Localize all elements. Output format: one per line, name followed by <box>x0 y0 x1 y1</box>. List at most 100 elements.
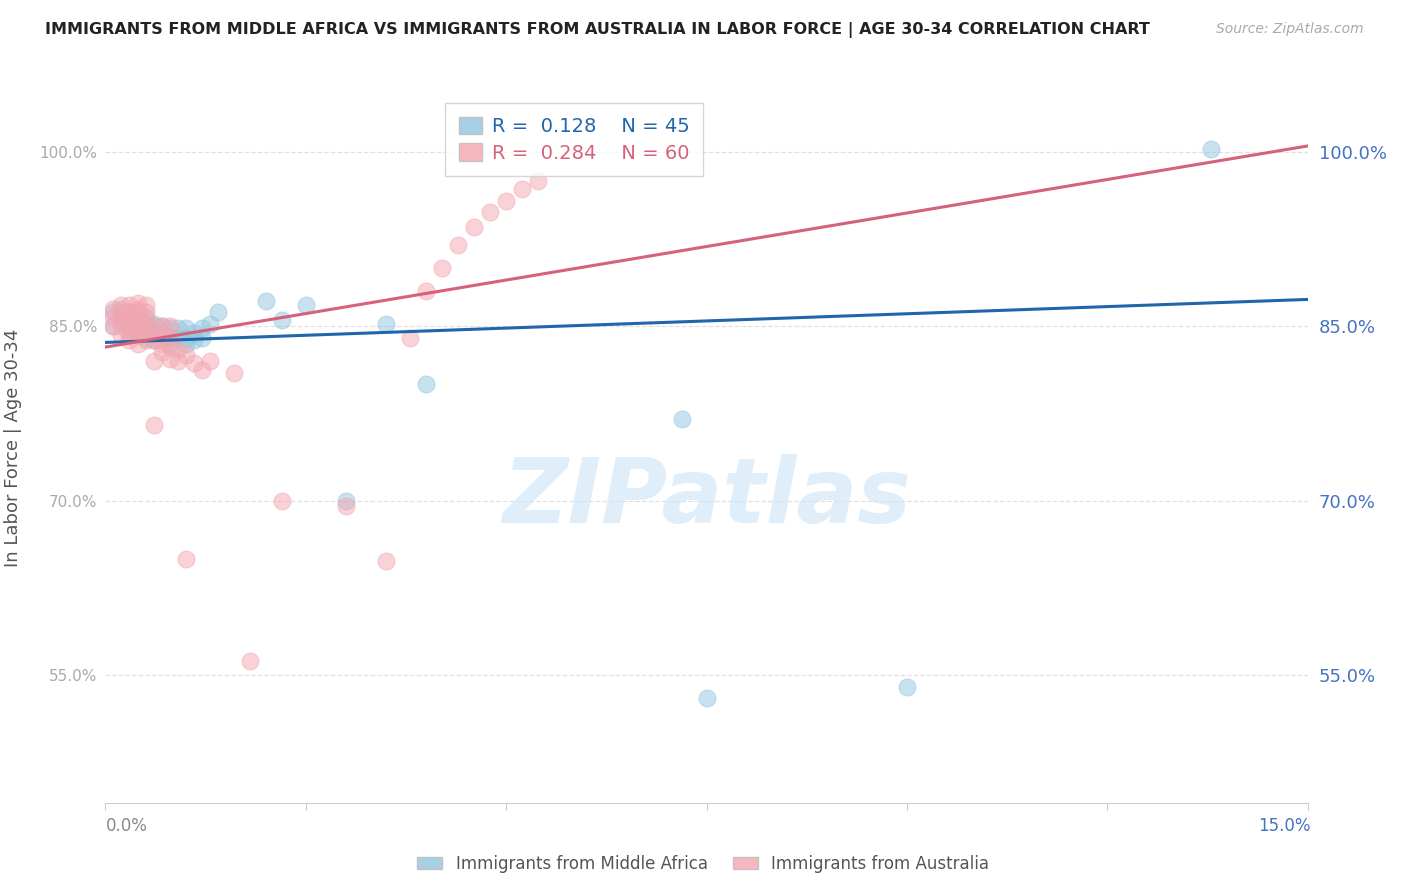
Point <box>430 260 453 275</box>
Point <box>135 298 157 312</box>
Point <box>110 328 132 343</box>
Point <box>150 326 173 340</box>
Point <box>135 305 157 319</box>
Point <box>415 285 437 299</box>
Point <box>127 301 149 316</box>
Point <box>270 493 292 508</box>
Point <box>103 305 125 319</box>
Point <box>135 324 157 338</box>
Point <box>374 554 398 568</box>
Point <box>127 305 149 319</box>
Legend: R =  0.128    N = 45, R =  0.284    N = 60: R = 0.128 N = 45, R = 0.284 N = 60 <box>446 103 703 176</box>
Point <box>103 319 125 334</box>
Point <box>135 326 157 340</box>
Text: IMMIGRANTS FROM MIDDLE AFRICA VS IMMIGRANTS FROM AUSTRALIA IN LABOR FORCE | AGE : IMMIGRANTS FROM MIDDLE AFRICA VS IMMIGRA… <box>45 22 1150 38</box>
Point <box>447 237 470 252</box>
Point <box>495 194 517 208</box>
Point <box>142 417 165 432</box>
Point <box>159 331 181 345</box>
Point <box>142 354 165 368</box>
Point <box>335 500 357 514</box>
Point <box>270 313 292 327</box>
Point <box>159 336 181 351</box>
Point <box>159 319 181 334</box>
Point <box>127 314 149 328</box>
Point <box>166 321 188 335</box>
Point <box>415 377 437 392</box>
Point <box>254 293 277 308</box>
Point <box>110 301 132 316</box>
Point <box>174 551 197 566</box>
Y-axis label: In Labor Force | Age 30-34: In Labor Force | Age 30-34 <box>4 329 22 567</box>
Point <box>127 321 149 335</box>
Point <box>118 333 141 347</box>
Point <box>1201 143 1223 157</box>
Point <box>110 319 132 334</box>
Point <box>159 329 181 343</box>
Point <box>103 301 125 316</box>
Point <box>479 205 502 219</box>
Point <box>103 310 125 324</box>
Point <box>198 354 221 368</box>
Text: Source: ZipAtlas.com: Source: ZipAtlas.com <box>1216 22 1364 37</box>
Point <box>166 343 188 357</box>
Point <box>127 296 149 310</box>
Point <box>174 336 197 351</box>
Point <box>896 680 918 694</box>
Point <box>142 319 165 334</box>
Point <box>135 319 157 334</box>
Point <box>127 321 149 335</box>
Point <box>174 331 197 345</box>
Point <box>183 326 205 340</box>
Point <box>190 331 212 345</box>
Point <box>150 319 173 334</box>
Point <box>174 321 197 335</box>
Point <box>222 366 245 380</box>
Point <box>135 312 157 326</box>
Point <box>239 654 262 668</box>
Point <box>183 356 205 370</box>
Point <box>527 174 550 188</box>
Point <box>183 333 205 347</box>
Point <box>696 691 718 706</box>
Point <box>127 328 149 343</box>
Point <box>142 333 165 347</box>
Point <box>135 317 157 331</box>
Point <box>118 327 141 342</box>
Point <box>166 331 188 345</box>
Point <box>135 310 157 324</box>
Point <box>118 312 141 326</box>
Point <box>159 321 181 335</box>
Point <box>110 313 132 327</box>
Point <box>142 317 165 331</box>
Point <box>110 312 132 326</box>
Legend: Immigrants from Middle Africa, Immigrants from Australia: Immigrants from Middle Africa, Immigrant… <box>411 848 995 880</box>
Point <box>150 336 173 351</box>
Point <box>135 331 157 345</box>
Point <box>374 317 398 331</box>
Point <box>295 298 318 312</box>
Point <box>127 328 149 343</box>
Point <box>110 298 132 312</box>
Point <box>159 340 181 354</box>
Text: 15.0%: 15.0% <box>1258 817 1310 835</box>
Point <box>198 317 221 331</box>
Point <box>127 308 149 322</box>
Point <box>118 319 141 334</box>
Point <box>207 305 229 319</box>
Point <box>150 333 173 347</box>
Point <box>463 220 485 235</box>
Point <box>118 317 141 331</box>
Point <box>190 321 212 335</box>
Point <box>135 333 157 347</box>
Point <box>103 319 125 334</box>
Text: ZIPatlas: ZIPatlas <box>502 454 911 541</box>
Text: 0.0%: 0.0% <box>105 817 148 835</box>
Point <box>174 348 197 362</box>
Point <box>110 305 132 319</box>
Point <box>142 333 165 347</box>
Point <box>118 305 141 319</box>
Point <box>150 344 173 359</box>
Point <box>118 298 141 312</box>
Point <box>150 328 173 343</box>
